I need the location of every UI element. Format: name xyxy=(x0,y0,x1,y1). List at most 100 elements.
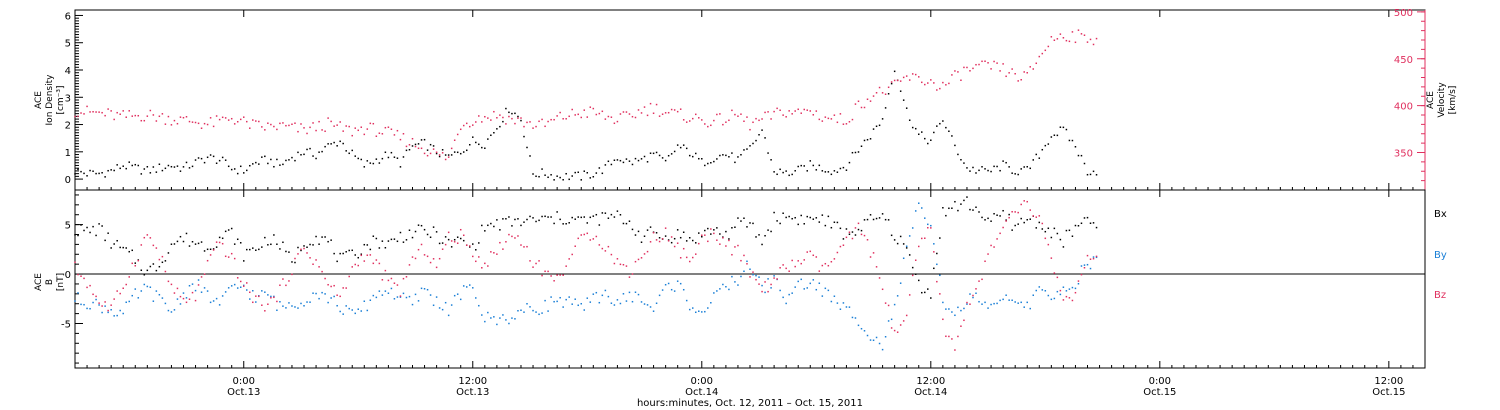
bottom-bz-point xyxy=(384,269,387,272)
bottom-bx-point xyxy=(601,212,604,214)
bottom-bx-point xyxy=(336,260,338,263)
top-ion-density-point xyxy=(481,146,483,149)
bottom-by-point xyxy=(246,289,248,291)
top-velocity-point xyxy=(1056,38,1059,40)
bottom-by-point xyxy=(113,315,115,317)
top-ion-density-point xyxy=(918,133,920,136)
bottom-by-point xyxy=(845,306,848,308)
top-ion-density-point xyxy=(354,155,356,157)
bottom-bx-point xyxy=(616,210,619,212)
bottom-by-point xyxy=(89,307,91,310)
top-velocity-point xyxy=(673,109,676,111)
top-ion-density-point xyxy=(993,165,995,168)
top-velocity-point xyxy=(143,119,146,122)
top-ion-density-point xyxy=(387,156,390,159)
bottom-bx-point xyxy=(658,237,661,239)
bottom-bx-point xyxy=(312,244,314,246)
bottom-bz-point xyxy=(300,248,302,251)
bottom-bx-point xyxy=(161,261,164,264)
bottom-by-point xyxy=(95,298,97,301)
bottom-bz-point xyxy=(116,290,118,292)
bottom-by-point xyxy=(1044,290,1047,292)
bottom-bz-point xyxy=(984,260,986,263)
bottom-by-point xyxy=(191,283,194,285)
bottom-by-point xyxy=(878,342,881,345)
top-ion-density-point xyxy=(134,163,137,166)
top-velocity-point xyxy=(402,133,405,135)
bottom-bz-point xyxy=(544,270,546,273)
bottom-bz-point xyxy=(767,290,769,293)
bottom-by-point xyxy=(336,304,338,307)
top-ion-density-point xyxy=(655,151,658,154)
top-ion-density-point xyxy=(345,150,347,152)
bottom-by-point xyxy=(710,302,712,304)
bottom-bx-point xyxy=(1011,229,1013,231)
bottom-bx-point xyxy=(366,244,369,246)
bottom-bz-point xyxy=(435,266,438,269)
bottom-bx-point xyxy=(987,217,989,220)
bottom-bx-point xyxy=(688,237,691,239)
bottom-bz-point xyxy=(1026,200,1028,203)
bottom-bx-point xyxy=(776,220,778,222)
bottom-bz-point xyxy=(622,263,625,266)
top-ion-density-point xyxy=(719,154,721,157)
top-velocity-point xyxy=(842,123,845,125)
top-velocity-point xyxy=(1044,49,1047,52)
top-velocity-point xyxy=(767,111,769,113)
bottom-by-point xyxy=(854,317,857,319)
bottom-bz-point xyxy=(324,277,326,280)
top-velocity-point xyxy=(1074,41,1077,44)
bottom-bz-point xyxy=(465,244,468,246)
top-velocity-point xyxy=(185,116,188,118)
top-velocity-point xyxy=(863,106,866,109)
bottom-bz-point xyxy=(809,250,812,253)
top-ion-density-point xyxy=(905,107,908,109)
bottom-by-point xyxy=(360,310,363,312)
bottom-bx-point xyxy=(707,227,709,230)
bottom-bz-point xyxy=(884,302,887,304)
top-velocity-point xyxy=(698,117,700,119)
top-ion-density-point xyxy=(381,157,384,160)
bottom-by-point xyxy=(161,297,164,299)
bottom-by-point xyxy=(918,202,920,204)
top-ion-density-point xyxy=(475,141,477,144)
top-velocity-point xyxy=(764,111,766,114)
bottom-bx-point xyxy=(544,215,546,218)
bottom-bx-point xyxy=(957,209,959,212)
bottom-by-point xyxy=(939,274,941,277)
bottom-bx-point xyxy=(848,233,851,236)
bottom-bz-point xyxy=(119,292,121,295)
top-ion-density-point xyxy=(722,154,724,156)
bottom-bx-point xyxy=(670,241,673,244)
top-ion-density-point xyxy=(505,107,507,110)
bottom-bx-point xyxy=(315,235,317,238)
top-ion-density-point xyxy=(553,179,555,181)
top-ion-density-point xyxy=(785,170,787,172)
bottom-bz-point xyxy=(77,273,79,276)
top-ion-density-point xyxy=(233,168,236,170)
top-ion-density-point xyxy=(318,151,320,153)
bottom-by-point xyxy=(330,297,332,299)
top-ion-density-point xyxy=(1065,128,1068,131)
bottom-bx-point xyxy=(351,249,353,252)
bottom-by-point xyxy=(990,303,992,306)
bottom-bx-point xyxy=(80,224,82,226)
top-ion-density-point xyxy=(1017,173,1019,176)
bottom-by-point xyxy=(475,297,477,299)
bottom-bx-point xyxy=(321,236,323,238)
top-ion-density-point xyxy=(532,173,534,175)
top-ion-density-point xyxy=(279,164,281,166)
bottom-bz-point xyxy=(851,237,854,240)
bottom-bz-point xyxy=(481,267,483,269)
bottom-by-point xyxy=(625,300,628,302)
top-ion-density-point xyxy=(652,152,655,155)
bottom-bz-point xyxy=(472,255,474,258)
top-ion-density-point xyxy=(378,162,381,164)
bottom-bx-point xyxy=(258,248,260,251)
bottom-by-point xyxy=(487,311,489,314)
bottom-by-point xyxy=(203,287,206,289)
bottom-bz-point xyxy=(770,283,772,286)
top-velocity-point xyxy=(1005,75,1007,78)
bottom-by-point xyxy=(227,287,230,289)
bottom-by-point xyxy=(770,287,772,289)
